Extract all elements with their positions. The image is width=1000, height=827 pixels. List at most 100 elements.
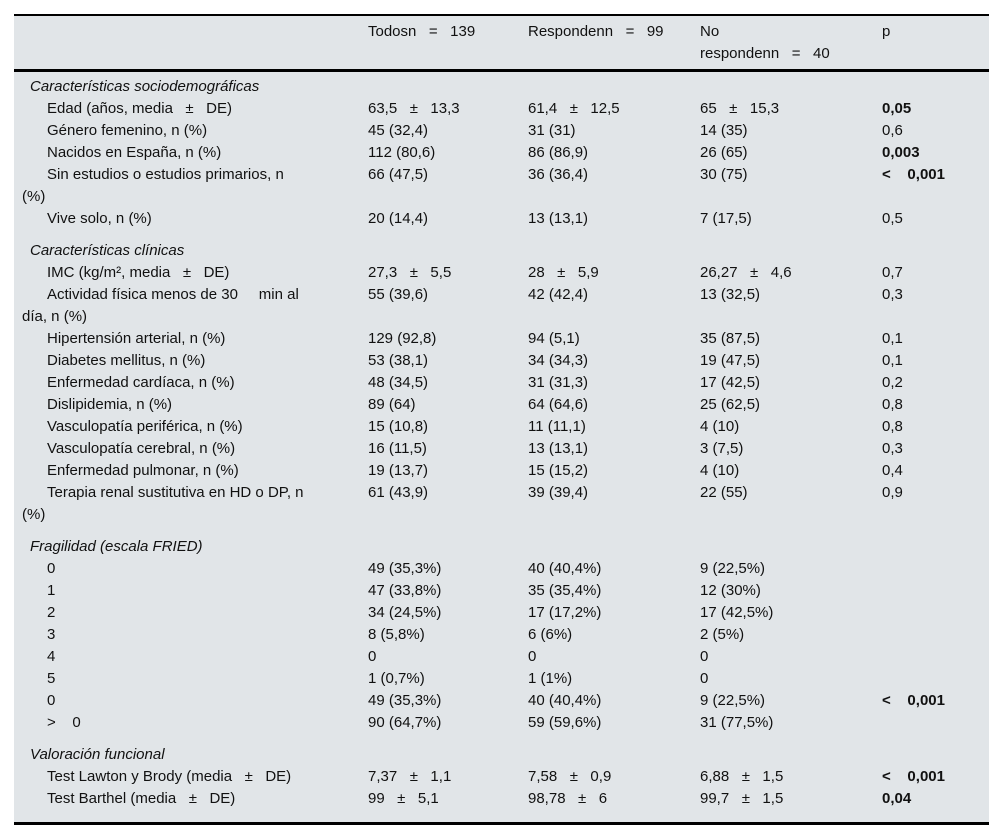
row-label: Test Lawton y Brody (media ± DE) [47,768,292,785]
cell-p-value: < 0,001 [882,692,945,709]
cell-no-responden: 14 (35) [700,122,748,139]
cell-responden: 36 (36,4) [528,166,589,183]
cell-p-value: 0,1 [882,330,903,347]
section-title: Fragilidad (escala FRIED) [30,538,203,555]
cell-todos: 112 (80,6) [368,144,436,161]
row-label: Enfermedad pulmonar, n (%) [47,462,239,479]
row-label: Género femenino, n (%) [47,122,208,139]
cell-todos: 90 (64,7%) [368,714,442,731]
cell-no-responden: 3 (7,5) [700,440,744,457]
cell-p-value [882,712,989,734]
cell-p-value: 0,1 [882,352,903,369]
cell-responden: 17 (17,2%) [528,604,602,621]
cell-no-responden: 6,88 ± 1,5 [700,768,784,785]
cell-todos: 48 (34,5) [368,374,429,391]
cell-responden: 1 (1%) [528,670,573,687]
cell-p-value: 0,7 [882,264,903,281]
cell-responden: 35 (35,4%) [528,582,602,599]
cell-p-value: 0,5 [882,210,903,227]
cell-todos: 7,37 ± 1,1 [368,768,452,785]
cell-responden: 31 (31) [528,122,576,139]
cell-no-responden: 30 (75) [700,166,748,183]
table-row: > 0 90 (64,7%) 59 (59,6%) 31 (77,5%) [22,712,989,734]
cell-todos: 1 (0,7%) [368,670,425,687]
table-row: Vive solo, n (%) 20 (14,4) 13 (13,1) 7 (17,… [22,208,989,230]
cell-no-responden: 19 (47,5) [700,352,761,369]
cell-todos: 16 (11,5) [368,440,427,457]
cell-responden: 94 (5,1) [528,330,580,347]
cell-p-value: 0,3 [882,440,903,457]
row-label: 5 [47,670,56,687]
cell-p-value [882,668,989,690]
cell-no-responden: 26 (65) [700,144,748,161]
table-row: 1 47 (33,8%) 35 (35,4%) 12 (30%) [22,580,989,602]
row-label: Nacidos en España, n (%) [47,144,222,161]
section-title: Valoración funcional [30,746,165,763]
row-label: Vasculopatía periférica, n (%) [47,418,243,435]
cell-responden: 15 (15,2) [528,462,589,479]
cell-responden: 61,4 ± 12,5 [528,100,620,117]
cell-no-responden: 2 (5%) [700,626,745,643]
table-row: 5 1 (0,7%) 1 (1%) 0 [22,668,989,690]
table-row: Nacidos en España, n (%) 112 (80,6) 86 (86… [22,142,989,164]
table-row: Diabetes mellitus, n (%) 53 (38,1) 34 (34,… [22,350,989,372]
cell-responden: 98,78 ± 6 [528,790,608,807]
row-label: Hipertensión arterial, n (%) [47,330,226,347]
table-row: Género femenino, n (%) 45 (32,4) 31 (31) 14… [22,120,989,142]
cell-no-responden: 7 (17,5) [700,210,752,227]
cell-todos: 89 (64) [368,396,416,413]
section-title: Características sociodemográficas [30,78,260,95]
cell-responden: 40 (40,4%) [528,560,602,577]
cell-responden: 31 (31,3) [528,374,589,391]
table-row: Test Lawton y Brody (media ± DE) 7,37 ± 1… [22,766,989,788]
row-label: 0 [47,560,56,577]
cell-responden: 0 [528,648,537,665]
cell-todos: 49 (35,3%) [368,560,442,577]
table-row: 0 49 (35,3%) 40 (40,4%) 9 (22,5%) < 0,001 [22,690,989,712]
header-no-responden: No respondenn = 40 [700,23,830,62]
cell-responden: 28 ± 5,9 [528,264,599,281]
header-p: p [882,23,891,40]
cell-p-value: 0,6 [882,122,903,139]
cell-p-value [882,602,989,624]
cell-todos: 63,5 ± 13,3 [368,100,460,117]
cell-no-responden: 31 (77,5%) [700,714,774,731]
row-label: Sin estudios o estudios primarios, n (%) [22,166,284,205]
table-row: Enfermedad cardíaca, n (%) 48 (34,5) 31 (3… [22,372,989,394]
cell-p-value: 0,8 [882,418,903,435]
cell-no-responden: 12 (30%) [700,582,761,599]
cell-responden: 34 (34,3) [528,352,589,369]
header-label-column [22,21,368,65]
row-label: Test Barthel (media ± DE) [47,790,236,807]
cell-no-responden: 9 (22,5%) [700,692,766,709]
cell-responden: 13 (13,1) [528,210,589,227]
table-row: Terapia renal sustitutiva en HD o DP, n … [22,482,989,526]
cell-todos: 61 (43,9) [368,484,429,501]
cell-no-responden: 0 [700,670,709,687]
cell-p-value [882,558,989,580]
cell-todos: 66 (47,5) [368,166,429,183]
cell-todos: 0 [368,648,377,665]
cell-p-value: 0,2 [882,374,903,391]
cell-todos: 49 (35,3%) [368,692,442,709]
cell-todos: 47 (33,8%) [368,582,442,599]
cell-p-value: < 0,001 [882,768,945,785]
row-label: 3 [47,626,56,643]
cell-p-value: 0,8 [882,396,903,413]
cell-responden: 7,58 ± 0,9 [528,768,612,785]
baseline-characteristics-table: Todosn = 139 Respondenn = 99 No responde… [14,14,989,825]
table-row: Test Barthel (media ± DE) 99 ± 5,1 98,78 ±… [22,788,989,810]
cell-no-responden: 17 (42,5%) [700,604,774,621]
row-label: Vasculopatía cerebral, n (%) [47,440,236,457]
cell-p-value: 0,05 [882,100,912,117]
cell-p-value: 0,04 [882,790,912,807]
cell-todos: 8 (5,8%) [368,626,425,643]
cell-no-responden: 13 (32,5) [700,286,761,303]
cell-p-value [882,580,989,602]
cell-todos: 15 (10,8) [368,418,429,435]
cell-p-value: 0,003 [882,144,920,161]
table-body: Características sociodemográficas Edad (a… [14,72,989,822]
cell-no-responden: 9 (22,5%) [700,560,766,577]
cell-p-value: 0,4 [882,462,903,479]
header-responden: Respondenn = 99 [528,23,664,40]
